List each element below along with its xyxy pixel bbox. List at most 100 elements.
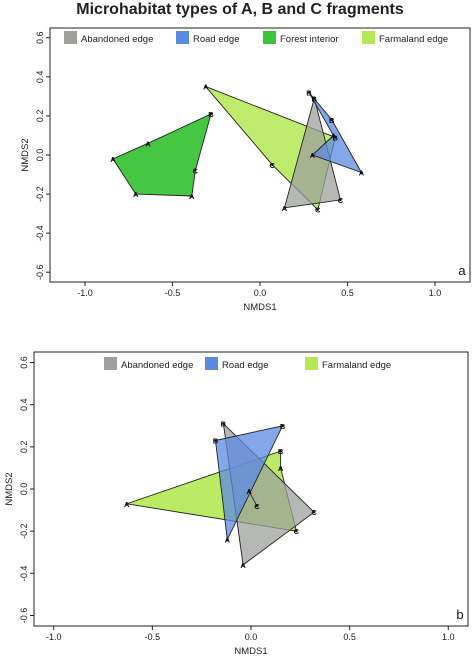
hull-road-edge (215, 425, 284, 542)
point-label: B (306, 88, 312, 97)
point-label: C (254, 502, 260, 511)
legend-label: Road edge (222, 360, 268, 371)
point-label: A (145, 139, 151, 148)
data-point (312, 510, 316, 514)
y-tick-label: 0.6 (35, 32, 45, 45)
data-point (247, 489, 251, 493)
y-tick-label: 0.4 (19, 398, 29, 411)
point-label: C (294, 527, 300, 536)
point-label: A (240, 561, 246, 570)
point-label: A (189, 192, 195, 201)
point-label: B (213, 437, 219, 446)
point-label: B (329, 116, 335, 125)
panel-label: a (458, 263, 466, 278)
x-axis-label: NMDS1 (243, 302, 276, 313)
data-point (360, 171, 363, 174)
point-label: A (203, 83, 209, 92)
panel-label: b (456, 607, 463, 622)
point-label: A (331, 131, 337, 140)
x-tick-label: 1.0 (442, 632, 455, 642)
y-tick-label: -0.4 (19, 566, 29, 582)
data-point (146, 142, 150, 145)
data-point (313, 97, 316, 100)
point-label: C (193, 167, 199, 176)
data-point (134, 192, 137, 196)
point-label: A (133, 190, 139, 199)
y-tick-label: 0.2 (35, 110, 45, 123)
data-point (226, 538, 229, 541)
data-point (214, 439, 217, 442)
point-label: A (359, 169, 365, 178)
data-point (316, 208, 319, 211)
point-label: C (270, 161, 276, 170)
point-label: A (282, 204, 288, 213)
legend-swatch (305, 357, 318, 370)
legend-swatch (362, 31, 375, 44)
y-tick-label: 0.6 (19, 356, 29, 369)
point-label: C (315, 206, 321, 215)
point-label: A (246, 487, 252, 496)
point-label: A (124, 500, 130, 509)
point-label: B (208, 110, 214, 119)
legend-label: Abandoned edge (121, 360, 193, 371)
data-point (283, 206, 286, 209)
x-tick-label: -1.0 (46, 632, 62, 642)
x-axis-label: NMDS1 (234, 646, 267, 657)
point-label: A (310, 151, 316, 160)
point-label: B (312, 94, 318, 103)
data-point (334, 136, 337, 139)
y-tick-label: 0.0 (35, 149, 45, 162)
y-tick-label: -0.4 (35, 225, 45, 241)
data-point (307, 91, 311, 94)
y-axis-label: NMDS2 (4, 472, 15, 505)
data-point (281, 424, 284, 427)
y-tick-label: -0.2 (19, 523, 29, 539)
point-label: A (278, 464, 284, 473)
legend-label: Farmaland edge (379, 34, 448, 45)
y-tick-label: 0.2 (19, 441, 29, 454)
data-point (255, 504, 259, 508)
y-tick-label: -0.2 (35, 186, 45, 202)
x-tick-label: 1.0 (429, 288, 442, 298)
data-point (332, 134, 335, 137)
legend-swatch (176, 31, 189, 44)
point-label: B (280, 422, 286, 431)
legend-label: Forest interior (280, 34, 339, 45)
x-tick-label: -0.5 (145, 632, 161, 642)
legend-swatch (205, 357, 218, 370)
data-point (311, 153, 314, 157)
y-tick-label: 0.0 (19, 483, 29, 496)
point-label: C (311, 508, 317, 517)
data-point (111, 157, 115, 161)
point-label: A (110, 155, 116, 164)
plot-frame (49, 27, 471, 283)
x-tick-label: 0.5 (341, 288, 354, 298)
point-label: B (333, 133, 339, 142)
legend-swatch (263, 31, 276, 44)
data-point (241, 563, 245, 567)
x-tick-label: -0.5 (165, 288, 181, 298)
point-label: B (278, 447, 284, 456)
data-point (339, 198, 342, 202)
x-tick-label: -1.0 (77, 288, 93, 298)
point-label: A (225, 536, 231, 545)
hull-road-edge (308, 92, 363, 174)
y-tick-label: 0.4 (35, 71, 45, 84)
data-point (295, 529, 298, 533)
data-point (222, 422, 225, 425)
panel-b: -1.0 -0.5 0.0 0.5 1.0 0.6 0.4 0.2 0.0 -0.2 -0.4 -0.… (4, 351, 469, 657)
data-point (125, 502, 128, 505)
x-tick-label: 0.0 (254, 288, 267, 298)
legend-swatch (64, 31, 77, 44)
data-point (194, 169, 197, 172)
data-point (271, 163, 274, 166)
x-tick-label: 0.0 (245, 632, 258, 642)
figure-title: Microhabitat types of A, B and C fragmen… (76, 1, 404, 18)
y-tick-label: -0.6 (19, 608, 29, 624)
x-tick-label: 0.5 (343, 632, 356, 642)
data-point (279, 449, 282, 453)
point-label: B (221, 420, 227, 429)
point-label: C (338, 196, 344, 205)
legend-swatch (104, 357, 117, 370)
